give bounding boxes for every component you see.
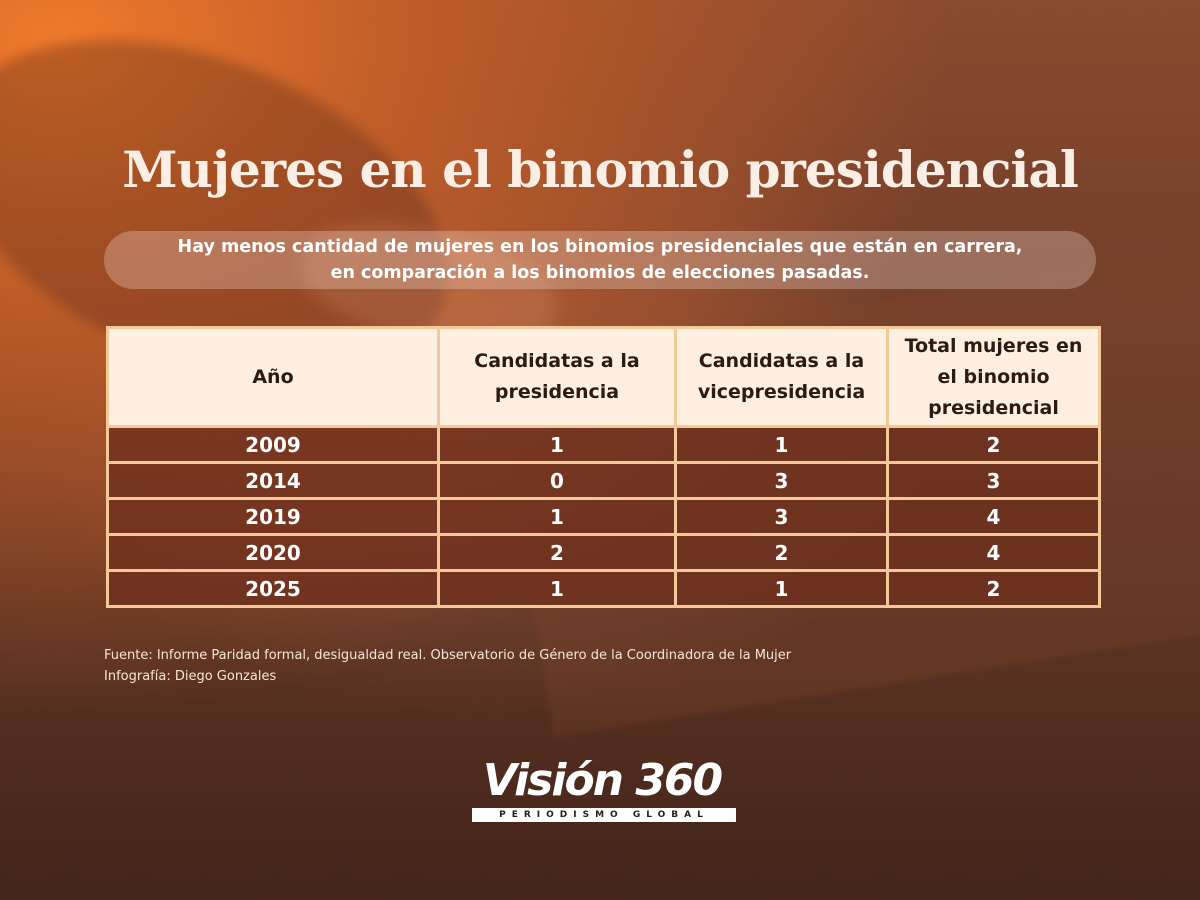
table-row: 2019 1 3 4	[106, 497, 1101, 536]
cell-vicepresidential: 3	[674, 497, 889, 536]
table-row: 2020 2 2 4	[106, 533, 1101, 572]
source-line: Fuente: Informe Paridad formal, desigual…	[104, 648, 792, 663]
header-presidential-candidates: Candidatas a la presidencia	[437, 326, 677, 428]
cell-year: 2020	[106, 533, 440, 572]
subtitle-text: Hay menos cantidad de mujeres en los bin…	[177, 237, 1023, 283]
header-year: Año	[106, 326, 440, 428]
cell-presidential: 1	[437, 425, 677, 464]
cell-vicepresidential: 1	[674, 425, 889, 464]
cell-total: 2	[886, 569, 1101, 608]
cell-year: 2025	[106, 569, 440, 608]
header-total-women: Total mujeres en el binomio presidencial	[886, 326, 1101, 428]
table-row: 2025 1 1 2	[106, 569, 1101, 608]
cell-total: 4	[886, 533, 1101, 572]
page-title: Mujeres en el binomio presidencial	[122, 140, 1079, 199]
cell-vicepresidential: 1	[674, 569, 889, 608]
infographic-credit: Infografía: Diego Gonzales	[104, 669, 277, 684]
cell-total: 2	[886, 425, 1101, 464]
source-credits: Fuente: Informe Paridad formal, desigual…	[104, 645, 791, 687]
cell-presidential: 2	[437, 533, 677, 572]
header-vicepresidential-candidates: Candidatas a la vicepresidencia	[674, 326, 889, 428]
cell-year: 2019	[106, 497, 440, 536]
cell-year: 2014	[106, 461, 440, 500]
table-row: 2009 1 1 2	[106, 425, 1101, 464]
cell-year: 2009	[106, 425, 440, 464]
data-table: Año Candidatas a la presidencia Candidat…	[106, 326, 1101, 608]
brand-logo: Visión 360 PERIODISMO GLOBAL	[466, 757, 738, 825]
cell-presidential: 1	[437, 497, 677, 536]
cell-total: 4	[886, 497, 1101, 536]
cell-vicepresidential: 3	[674, 461, 889, 500]
table-row: 2014 0 3 3	[106, 461, 1101, 500]
cell-total: 3	[886, 461, 1101, 500]
table-header-row: Año Candidatas a la presidencia Candidat…	[106, 326, 1101, 428]
logo-tagline: PERIODISMO GLOBAL	[499, 810, 709, 820]
logo-tagline-bar: PERIODISMO GLOBAL	[472, 808, 736, 822]
cell-vicepresidential: 2	[674, 533, 889, 572]
subtitle-banner: Hay menos cantidad de mujeres en los bin…	[104, 231, 1096, 289]
cell-presidential: 0	[437, 461, 677, 500]
data-table-container: Año Candidatas a la presidencia Candidat…	[106, 326, 1101, 626]
logo-wordmark: Visión 360	[482, 755, 723, 806]
cell-presidential: 1	[437, 569, 677, 608]
